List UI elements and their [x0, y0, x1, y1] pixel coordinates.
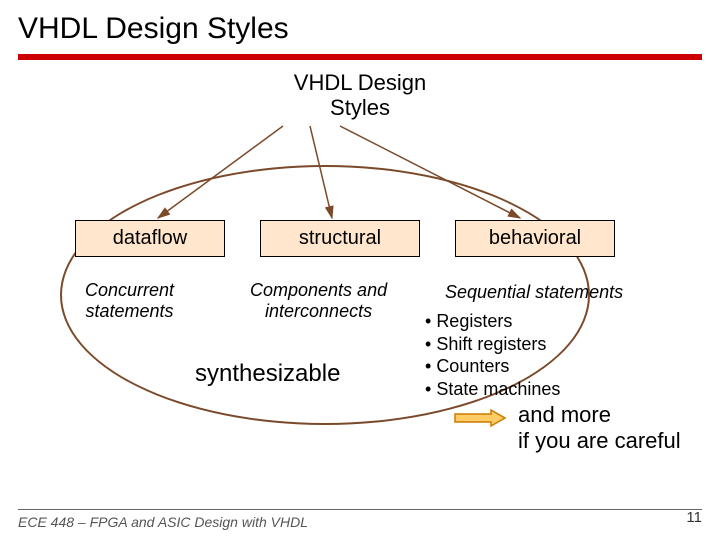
label-components: Components andinterconnects	[250, 280, 387, 321]
footer-text: ECE 448 – FPGA and ASIC Design with VHDL	[18, 514, 308, 530]
label-concurrent: Concurrentstatements	[85, 280, 174, 321]
bullet-item: Shift registers	[425, 333, 560, 356]
diagram-area: VHDL DesignStyles dataflow structural be…	[0, 60, 720, 440]
more-line2: if you are careful	[518, 428, 681, 454]
box-dataflow: dataflow	[75, 220, 225, 257]
block-arrow-icon	[455, 410, 505, 426]
bullet-item: Counters	[425, 355, 560, 378]
page-number: 11	[686, 509, 702, 526]
more-line1: and more	[518, 402, 681, 428]
bullet-item: Registers	[425, 310, 560, 333]
box-behavioral: behavioral	[455, 220, 615, 257]
label-sequential: Sequential statements	[445, 282, 623, 303]
behavioral-bullets: Registers Shift registers Counters State…	[425, 310, 560, 400]
bullet-item: State machines	[425, 378, 560, 401]
slide-title: VHDL Design Styles	[0, 0, 720, 46]
diagram-heading: VHDL DesignStyles	[294, 70, 426, 121]
footer: ECE 448 – FPGA and ASIC Design with VHDL…	[18, 509, 702, 530]
label-synthesizable: synthesizable	[195, 360, 340, 388]
more-text: and more if you are careful	[518, 402, 681, 455]
box-structural: structural	[260, 220, 420, 257]
